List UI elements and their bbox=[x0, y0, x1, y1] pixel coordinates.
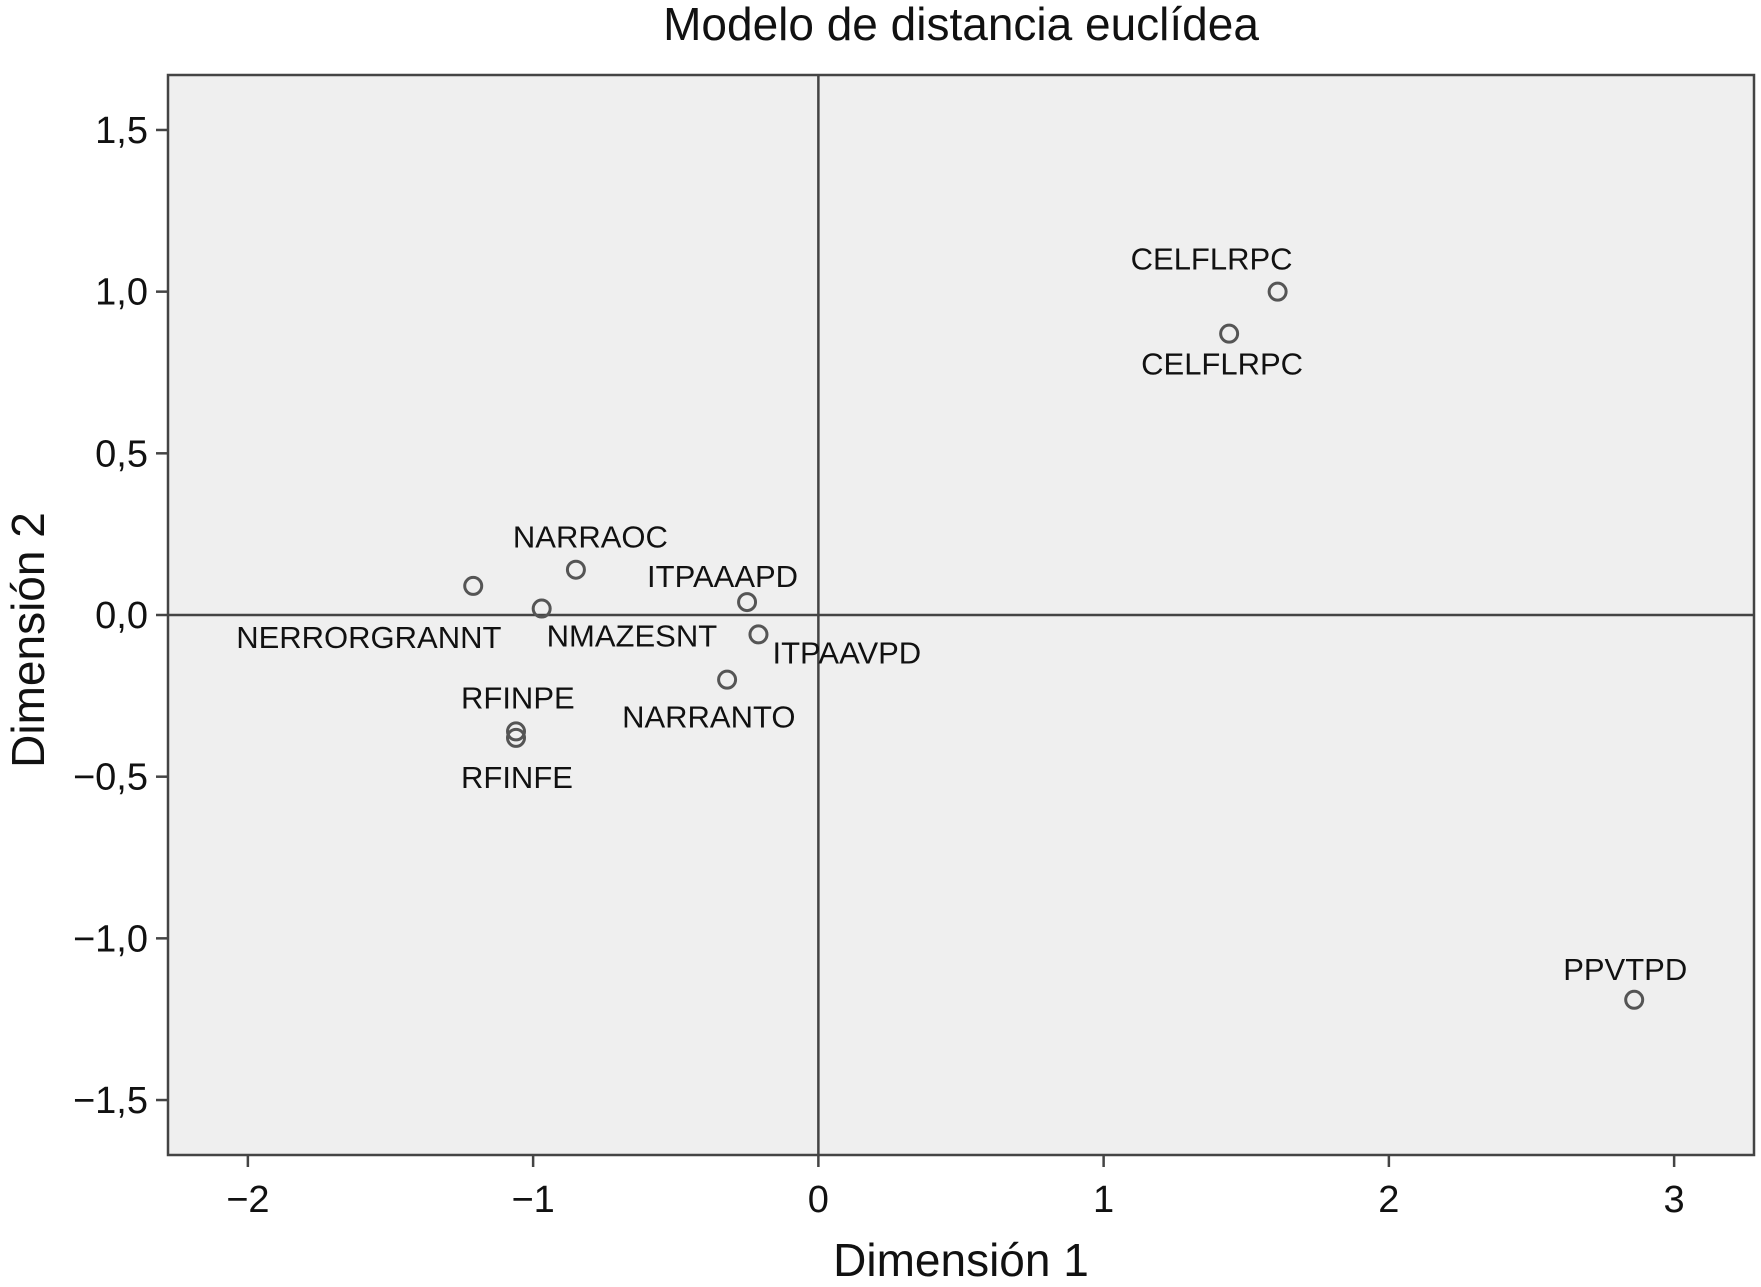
point-label: CELFLRPC bbox=[1131, 242, 1293, 277]
x-tick-label: −1 bbox=[511, 1179, 554, 1221]
chart-title: Modelo de distancia euclídea bbox=[663, 0, 1259, 50]
reference-lines bbox=[168, 75, 1754, 1155]
data-point bbox=[506, 727, 527, 748]
x-tick-label: 2 bbox=[1378, 1179, 1399, 1221]
data-point bbox=[565, 559, 586, 580]
y-axis-ticks: 1,5 1,0 0,5 0,0 −0,5 −1,0 −1,5 bbox=[73, 110, 168, 1122]
point-label: NARRAOC bbox=[513, 520, 668, 555]
point-label: NERRORGRANNT bbox=[236, 620, 501, 655]
y-tick-label: −0,5 bbox=[73, 757, 148, 799]
x-tick-label: 3 bbox=[1664, 1179, 1685, 1221]
point-label: PPVTPD bbox=[1563, 952, 1687, 987]
point-label: NARRANTO bbox=[622, 700, 795, 735]
y-tick-label: 1,0 bbox=[95, 272, 148, 314]
data-point bbox=[531, 598, 552, 619]
x-axis-title: Dimensión 1 bbox=[833, 1234, 1089, 1286]
data-point bbox=[463, 575, 484, 596]
x-axis-ticks: −2 −1 0 1 2 3 bbox=[226, 1155, 1685, 1221]
y-tick-label: 1,5 bbox=[95, 110, 148, 152]
point-label: CELFLRPC bbox=[1141, 347, 1303, 382]
point-labels: CELFLRPC CELFLRPC NARRAOC NERRORGRANNT NMAZE… bbox=[236, 242, 1687, 987]
data-point bbox=[717, 669, 738, 690]
y-tick-label: 0,0 bbox=[95, 595, 148, 637]
data-point bbox=[737, 592, 758, 613]
data-point bbox=[1267, 281, 1288, 302]
point-label: NMAZESNT bbox=[547, 619, 718, 654]
x-tick-label: 0 bbox=[808, 1179, 829, 1221]
point-label: RFINPE bbox=[461, 680, 575, 715]
point-label: RFINFE bbox=[461, 760, 573, 795]
data-point bbox=[506, 721, 527, 742]
data-point bbox=[748, 624, 769, 645]
data-points bbox=[463, 281, 1645, 1010]
point-label: ITPAAAPD bbox=[647, 559, 798, 594]
data-point bbox=[1624, 989, 1645, 1010]
x-tick-label: 1 bbox=[1093, 1179, 1114, 1221]
data-point bbox=[1219, 323, 1240, 344]
y-tick-label: −1,0 bbox=[73, 918, 148, 960]
y-axis-title: Dimensión 2 bbox=[2, 512, 54, 768]
y-tick-label: 0,5 bbox=[95, 433, 148, 475]
x-tick-label: −2 bbox=[226, 1179, 269, 1221]
y-tick-label: −1,5 bbox=[73, 1080, 148, 1122]
point-label: ITPAAVPD bbox=[772, 635, 921, 670]
